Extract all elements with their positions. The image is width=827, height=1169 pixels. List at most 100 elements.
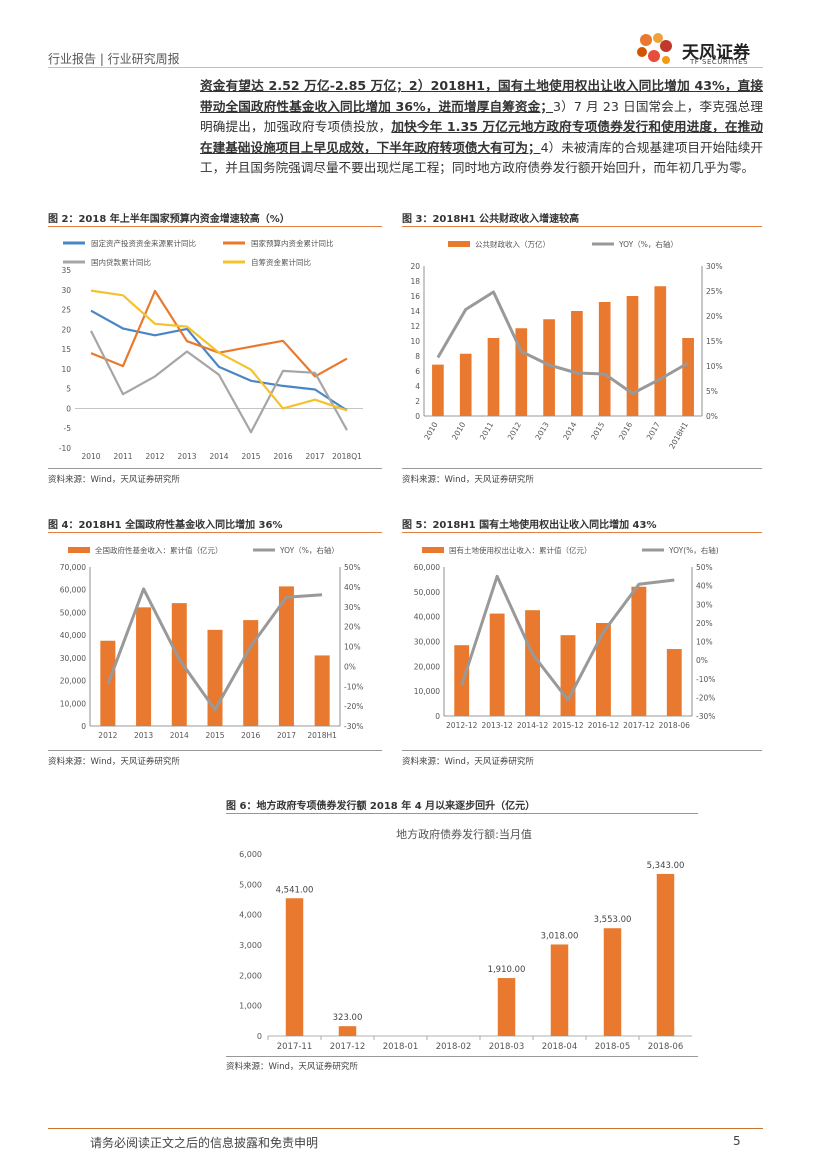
fig3-bar (543, 319, 555, 416)
fig4-xtick: 2015 (205, 731, 224, 740)
fig2-xtick: 2018Q1 (332, 452, 362, 461)
fig6-xtick: 2017-11 (277, 1042, 313, 1052)
fig3-ytick: 2 (415, 397, 420, 406)
fig4-y2tick: -10% (344, 682, 363, 691)
fig4-ytick: 60,000 (60, 586, 86, 595)
fig5-ytick: 50,000 (414, 588, 440, 597)
fig6-data-label: 1,910.00 (488, 965, 526, 975)
fig5-xtick: 2015-12 (552, 721, 584, 730)
fig6-bar (603, 928, 622, 1036)
fig4-title: 图 4：2018H1 全国政府性基金收入同比增加 36% (48, 520, 283, 531)
fig3-bar (654, 286, 667, 416)
fig3-bar (626, 296, 639, 416)
fig4-bar (171, 603, 187, 726)
header-divider (48, 67, 763, 68)
fig6-ytick: 5,000 (239, 880, 262, 889)
fig3-rule (402, 226, 762, 227)
fig6-data-label: 5,343.00 (647, 861, 685, 871)
fig2-xtick: 2013 (177, 452, 196, 461)
fig5-source: 资料来源：Wind，天风证券研究所 (402, 757, 534, 767)
fig5-xtick: 2014-12 (517, 721, 549, 730)
fig4-xtick: 2016 (241, 731, 260, 740)
fig3-bar (432, 364, 444, 416)
fig4-bar (314, 655, 330, 726)
fig5-xtick: 2012-12 (446, 721, 478, 730)
fig4-xtick: 2012 (98, 731, 117, 740)
fig5-y2tick: 30% (696, 600, 713, 609)
fig3-legend-swatch (448, 241, 470, 247)
paragraph-segment: 加快今年 1.35 万亿元地方政府专项债券发行和使用进度，在推动在建基础设施项目… (200, 119, 764, 155)
fig6-ytick: 6,000 (239, 850, 262, 859)
paragraph-segment: 4）未被清库的合规基建项目开始陆续开工，并且国务院强调尽量不要出现烂尾工程；同时… (200, 139, 764, 176)
fig3-xtick: 2010 (422, 420, 439, 441)
fig5-y2tick: -20% (696, 693, 715, 702)
fig2-rule (48, 226, 382, 227)
fig6-data-label: 3,553.00 (594, 915, 632, 925)
fig6-rule (226, 813, 698, 814)
footer-divider (48, 1128, 763, 1129)
fig4-chart: 全国政府性基金收入：累计值（亿元） YOY（%，右轴） 0 10,000 20,000 3… (60, 545, 364, 740)
fig4-y2tick: 40% (344, 583, 361, 592)
fig6-ytick: 3,000 (239, 941, 262, 950)
fig2-xtick: 2010 (81, 452, 100, 461)
fig4-xtick: 2018H1 (307, 731, 337, 740)
fig2-legend-label: 自筹资金累计同比 (251, 257, 311, 267)
paragraph-segment: 3）7 月 23 日国常会上，李克强总理明确提出，加强政府专项债投放， (200, 98, 764, 135)
fig6-xtick: 2018-03 (489, 1042, 525, 1052)
fig4-bottom-rule (48, 750, 382, 751)
fig4-xtick: 2013 (134, 731, 153, 740)
fig2-xtick: 2015 (241, 452, 260, 461)
brand-name: 天风证券 (682, 43, 750, 63)
fig5-ytick: 10,000 (414, 687, 440, 696)
page-number: 5 (733, 1134, 741, 1148)
fig5-y2tick: 40% (696, 582, 713, 591)
fig2-ytick: 20 (61, 325, 71, 334)
fig4-y2tick: 30% (344, 603, 361, 612)
fig6-title: 图 6：地方政府专项债券发行额 2018 年 4 月以来逐步回升（亿元） (226, 801, 536, 812)
fig4-ytick: 20,000 (60, 677, 86, 686)
fig2-ytick: -5 (64, 424, 72, 433)
fig6-inner-title: 地方政府债券发行额:当月值 (396, 827, 532, 841)
fig3-xtick: 2015 (589, 420, 606, 441)
fig4-ytick: 0 (81, 722, 86, 731)
fig6-xtick: 2018-06 (648, 1042, 684, 1052)
fig6-source: 资料来源：Wind，天风证券研究所 (226, 1062, 358, 1072)
fig3-ytick: 4 (415, 382, 420, 391)
fig3-y2tick: 15% (706, 337, 723, 346)
fig3-y2tick: 20% (706, 312, 723, 321)
fig5-ytick: 20,000 (414, 662, 440, 671)
fig5-bar (595, 622, 611, 716)
fig4-legend-swatch (68, 547, 90, 553)
fig4-legend-label: YOY（%，右轴） (279, 545, 339, 555)
flower-logo-icon (637, 33, 672, 64)
fig5-bar (666, 649, 682, 716)
footer-disclaimer: 请务必阅读正文之后的信息披露和免责申明 (90, 1136, 319, 1150)
fig3-xtick: 2018H1 (667, 420, 690, 450)
fig6-ytick: 2,000 (239, 971, 262, 980)
fig2-ytick: 10 (61, 365, 71, 374)
fig3-xtick: 2014 (561, 420, 578, 441)
fig3-y2tick: 5% (706, 387, 718, 396)
fig4-yoy-line (106, 587, 323, 712)
fig2-series-line (90, 330, 348, 434)
fig2-xtick: 2012 (145, 452, 164, 461)
fig5-ytick: 40,000 (414, 613, 440, 622)
fig3-title: 图 3：2018H1 公共财政收入增速较高 (402, 214, 580, 225)
fig2-ytick: 30 (61, 286, 71, 295)
body-paragraph: 资金有望达 2.52 万亿-2.85 万亿；2）2018H1，国有土地使用权出让… (200, 76, 763, 179)
fig6-bar (338, 1026, 357, 1036)
fig4-legend-label: 全国政府性基金收入：累计值（亿元） (95, 545, 223, 555)
fig3-ytick: 8 (415, 352, 420, 361)
fig3-y2tick: 0% (706, 412, 718, 421)
fig4-bar (207, 629, 223, 726)
fig5-y2tick: -10% (696, 675, 715, 684)
fig6-chart: 地方政府债券发行额:当月值 0 1,000 2,000 3,000 4,000 5,000 6… (239, 827, 692, 1052)
fig6-bar (550, 944, 569, 1036)
fig5-legend-swatch (422, 547, 444, 553)
fig2-series-line (90, 309, 348, 412)
fig5-bottom-rule (402, 750, 762, 751)
fig5-legend-label: YOY(%，右轴) (668, 545, 719, 555)
fig3-ytick: 14 (410, 307, 420, 316)
fig5-xtick: 2013-12 (481, 721, 513, 730)
fig4-ytick: 70,000 (60, 563, 86, 572)
